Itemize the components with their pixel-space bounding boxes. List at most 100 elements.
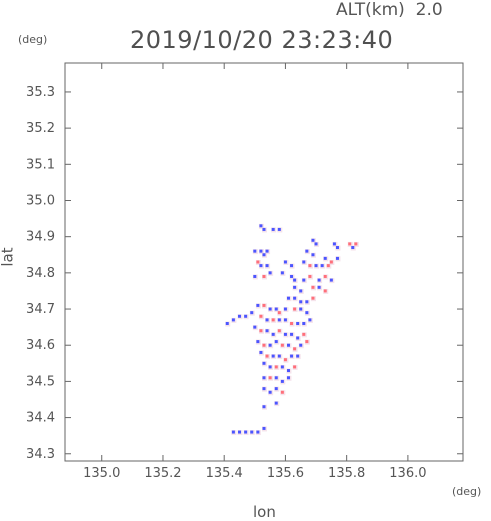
radar-cell bbox=[329, 278, 333, 282]
altitude-label: ALT(km) 2.0 bbox=[336, 0, 443, 20]
radar-cell bbox=[256, 260, 260, 264]
radar-cell bbox=[335, 246, 339, 250]
radar-cell bbox=[314, 264, 318, 268]
radar-cell bbox=[311, 238, 315, 242]
radar-cell bbox=[323, 256, 327, 260]
radar-cell bbox=[311, 285, 315, 289]
x-axis-unit: (deg) bbox=[452, 485, 482, 498]
altitude-value: 2.0 bbox=[415, 0, 443, 20]
y-tick-label: 35.3 bbox=[26, 85, 55, 100]
radar-cell bbox=[244, 314, 248, 318]
radar-cell bbox=[308, 264, 312, 268]
radar-cell bbox=[253, 274, 257, 278]
radar-cell bbox=[253, 325, 257, 329]
y-tick-label: 34.6 bbox=[26, 338, 55, 353]
radar-cell bbox=[274, 376, 278, 380]
y-tick-label: 35.2 bbox=[26, 121, 55, 136]
y-tick-label: 34.4 bbox=[26, 411, 55, 426]
y-tick-label: 34.9 bbox=[26, 230, 55, 245]
radar-cell bbox=[262, 303, 266, 307]
radar-cell bbox=[262, 387, 266, 391]
radar-cell bbox=[305, 300, 309, 304]
radar-cell bbox=[283, 332, 287, 336]
radar-cell bbox=[335, 256, 339, 260]
radar-cell bbox=[354, 242, 358, 246]
radar-cell bbox=[296, 336, 300, 340]
y-tick-label: 34.8 bbox=[26, 266, 55, 281]
radar-cell bbox=[283, 260, 287, 264]
radar-cell bbox=[308, 274, 312, 278]
radar-cell bbox=[262, 227, 266, 231]
radar-cell bbox=[293, 296, 297, 300]
radar-cell bbox=[302, 260, 306, 264]
radar-cell bbox=[326, 264, 330, 268]
radar-cell bbox=[280, 390, 284, 394]
radar-cell bbox=[305, 311, 309, 315]
radar-cell bbox=[262, 343, 266, 347]
radar-cell bbox=[274, 387, 278, 391]
radar-cell bbox=[259, 249, 263, 253]
x-axis-label: lon bbox=[253, 503, 276, 521]
radar-cell bbox=[296, 354, 300, 358]
radar-cell bbox=[271, 354, 275, 358]
radar-cell bbox=[293, 365, 297, 369]
radar-cell bbox=[259, 350, 263, 354]
y-tick-label: 34.5 bbox=[26, 374, 55, 389]
x-tick-label: 135.6 bbox=[267, 466, 304, 481]
radar-cell bbox=[308, 318, 312, 322]
radar-cell bbox=[280, 365, 284, 369]
radar-cell bbox=[280, 343, 284, 347]
radar-cell bbox=[283, 318, 287, 322]
radar-cell bbox=[317, 278, 321, 282]
radar-cell bbox=[286, 369, 290, 373]
radar-cell bbox=[299, 307, 303, 311]
radar-cell bbox=[268, 390, 272, 394]
radar-cell bbox=[302, 278, 306, 282]
radar-cell bbox=[262, 361, 266, 365]
radar-cell bbox=[286, 376, 290, 380]
radar-cell bbox=[280, 271, 284, 275]
radar-cell bbox=[277, 311, 281, 315]
radar-cell bbox=[286, 343, 290, 347]
radar-cell bbox=[259, 314, 263, 318]
x-tick-label: 135.2 bbox=[144, 466, 181, 481]
radar-cell bbox=[283, 307, 287, 311]
radar-cell bbox=[274, 365, 278, 369]
radar-cell bbox=[311, 296, 315, 300]
radar-cell bbox=[277, 354, 281, 358]
radar-cell bbox=[265, 354, 269, 358]
y-tick-label: 35.1 bbox=[26, 157, 55, 172]
radar-cell bbox=[256, 340, 260, 344]
radar-cell bbox=[231, 318, 235, 322]
radar-cell bbox=[293, 307, 297, 311]
radar-cell bbox=[262, 426, 266, 430]
radar-cell bbox=[262, 253, 266, 257]
radar-cell bbox=[293, 278, 297, 282]
radar-cell bbox=[231, 430, 235, 434]
radar-cell bbox=[238, 430, 242, 434]
radar-cell bbox=[290, 322, 294, 326]
y-tick-label: 34.3 bbox=[26, 447, 55, 462]
radar-cell bbox=[259, 264, 263, 268]
radar-cell bbox=[268, 376, 272, 380]
radar-cell bbox=[244, 430, 248, 434]
x-tick-label: 135.0 bbox=[83, 466, 120, 481]
y-axis-unit: (deg) bbox=[18, 33, 48, 46]
radar-cell bbox=[256, 303, 260, 307]
radar-cell bbox=[299, 300, 303, 304]
radar-cell bbox=[238, 314, 242, 318]
radar-cell bbox=[311, 253, 315, 257]
radar-cell bbox=[268, 365, 272, 369]
radar-cell bbox=[314, 242, 318, 246]
radar-cell bbox=[283, 358, 287, 362]
radar-cell bbox=[265, 318, 269, 322]
radar-cell bbox=[305, 340, 309, 344]
y-tick-label: 34.7 bbox=[26, 302, 55, 317]
radar-cell bbox=[296, 322, 300, 326]
datetime-title: 2019/10/20 23:23:40 bbox=[130, 26, 394, 54]
radar-cell bbox=[250, 311, 254, 315]
radar-cell bbox=[271, 332, 275, 336]
radar-cell bbox=[274, 401, 278, 405]
radar-cell bbox=[277, 227, 281, 231]
